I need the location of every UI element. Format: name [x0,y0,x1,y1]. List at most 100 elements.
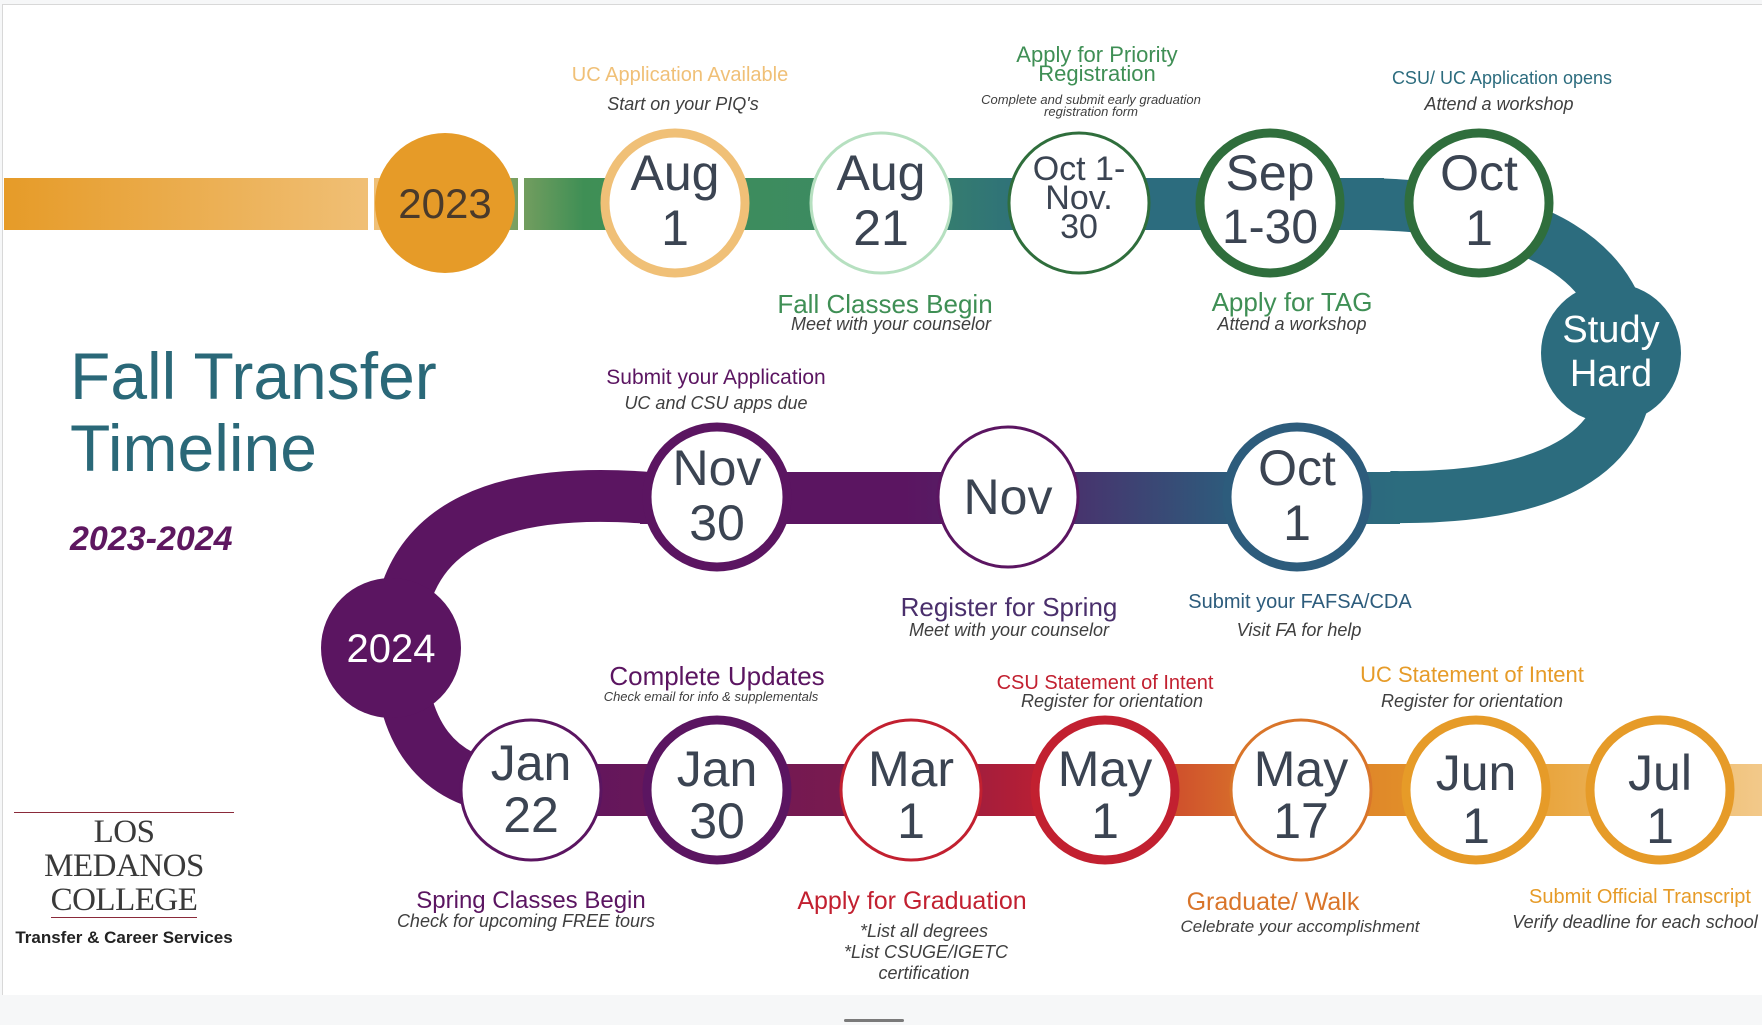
svg-text:Nov: Nov [964,469,1053,525]
milestone-oct-1-fafsa: Oct 1 [1222,422,1372,572]
study-hard-label-2: Hard [1570,353,1652,395]
caption-note: Visit FA for help [1237,620,1362,640]
year-2024-label: 2024 [347,627,436,671]
svg-text:22: 22 [503,787,559,843]
caption-title: UC Statement of Intent [1360,662,1584,687]
svg-text:Nov.: Nov. [1045,179,1112,217]
svg-text:Jan: Jan [491,735,572,791]
caption-note: Attend a workshop [1423,94,1573,114]
svg-text:30: 30 [689,793,745,849]
band-divider [368,176,374,232]
milestone-sep-1-30: Sep 1-30 [1195,128,1345,278]
caption-note: Register for orientation [1021,691,1203,711]
milestone-jul-1: Jul 1 [1585,715,1735,865]
caption-title: Apply for Graduation [797,887,1026,915]
milestone-may-1: May 1 [1030,715,1180,865]
page-title-line-2: Timeline [70,411,317,485]
svg-text:Aug: Aug [631,145,720,201]
page-title: Fall Transfer Timeline [70,340,437,484]
svg-text:May: May [1058,741,1152,797]
svg-text:Jul: Jul [1628,745,1692,801]
year-2023-marker [375,133,515,273]
scroll-handle[interactable] [844,1019,904,1022]
svg-text:30: 30 [1060,208,1098,246]
svg-text:Aug: Aug [837,145,926,201]
svg-text:1: 1 [1462,798,1490,854]
milestone-mar-1: Mar 1 [839,718,983,862]
caption-note: Attend a workshop [1216,314,1366,334]
svg-text:17: 17 [1273,793,1329,849]
caption-note: Celebrate your accomplishment [1180,917,1420,936]
milestone-aug-1: Aug 1 [600,128,750,278]
milestone-nov: Nov [936,425,1080,569]
caption-note: Complete and submit early graduation [981,92,1201,107]
study-hard-label-1: Study [1562,309,1659,351]
caption-title: Graduate/ Walk [1187,888,1360,916]
caption-title: Apply for Priority [1016,42,1177,67]
study-hard-marker [1541,283,1681,423]
svg-text:Mar: Mar [868,741,954,797]
caption-note: *List all degrees [860,921,988,941]
milestone-aug-21: Aug 21 [809,131,953,275]
svg-text:1: 1 [1465,200,1493,256]
svg-text:1: 1 [1091,793,1119,849]
caption-note: certification [878,963,969,983]
milestone-jan-30: Jan 30 [642,715,792,865]
milestone-may-17: May 17 [1229,718,1373,862]
caption-title: Complete Updates [609,661,824,691]
year-2024-marker [321,578,461,718]
college-logo: LOS MEDANOS COLLEGE Transfer & Career Se… [14,812,234,948]
svg-text:Nov: Nov [673,440,762,496]
svg-text:Oct: Oct [1440,145,1518,201]
caption-note: *List CSUGE/IGETC [844,942,1009,962]
caption-note: Check for upcoming FREE tours [397,911,655,931]
milestone-jan-22: Jan 22 [459,718,603,862]
caption-title: CSU/ UC Application opens [1392,68,1612,88]
year-range: 2023-2024 [70,520,233,558]
caption-note: registration form [1044,104,1138,119]
svg-text:May: May [1254,741,1348,797]
page-title-line-1: Fall Transfer [70,339,437,413]
svg-text:1: 1 [661,200,689,256]
caption-title: Submit your FAFSA/CDA [1188,591,1412,613]
caption-note: Check email for info & supplementals [604,689,819,704]
svg-text:Oct 1-: Oct 1- [1033,150,1126,188]
caption-note: Meet with your counselor [791,314,992,334]
caption-title: Apply for TAG [1212,287,1373,317]
svg-text:Jun: Jun [1436,745,1517,801]
milestone-nov-30: Nov 30 [642,422,792,572]
caption-note: Start on your PIQ's [607,94,759,114]
svg-text:Jan: Jan [677,741,758,797]
caption-title: Spring Classes Begin [416,887,645,914]
caption-title: Submit your Application [606,366,825,389]
svg-text:1: 1 [1283,495,1311,551]
svg-text:1-30: 1-30 [1222,201,1318,254]
svg-text:21: 21 [853,200,909,256]
band-divider [518,176,524,232]
caption-title: UC Application Available [572,64,788,86]
milestone-jun-1: Jun 1 [1401,715,1551,865]
caption-title: Fall Classes Begin [777,289,992,319]
caption-note: Register for orientation [1381,691,1563,711]
captions-2023: UC Application Available Start on your P… [572,42,1612,334]
caption-title: Registration [1038,61,1155,86]
caption-note: Meet with your counselor [909,620,1110,640]
svg-text:1: 1 [897,793,925,849]
caption-note: UC and CSU apps due [624,393,807,413]
caption-title: Submit Official Transcript [1529,886,1751,908]
year-2023-label: 2023 [398,180,491,227]
svg-text:1: 1 [1646,798,1674,854]
logo-line-1: LOS MEDANOS [14,812,234,883]
svg-text:Sep: Sep [1226,145,1315,201]
captions-fall: Submit your FAFSA/CDA Visit FA for help … [606,366,1412,640]
milestone-oct-1-nov-30: Oct 1- Nov. 30 [1007,131,1151,275]
captions-2024: Spring Classes Begin Check for upcoming … [397,661,1759,983]
logo-department: Transfer & Career Services [15,928,233,947]
logo-line-2: COLLEGE [50,882,198,918]
caption-title: Register for Spring [901,592,1118,622]
svg-text:30: 30 [689,495,745,551]
svg-text:Oct: Oct [1258,440,1336,496]
milestone-oct-1-apps: Oct 1 [1404,128,1554,278]
